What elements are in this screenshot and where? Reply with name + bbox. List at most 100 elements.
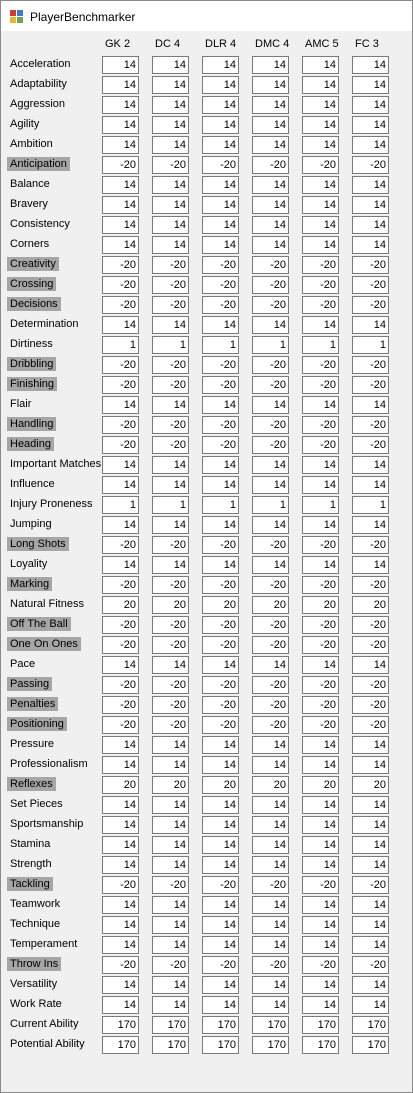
value-field-dc-4[interactable] <box>152 876 189 894</box>
value-field-dlr-4[interactable] <box>202 676 239 694</box>
value-field-dlr-4[interactable] <box>202 756 239 774</box>
value-field-fc-3[interactable] <box>352 156 389 174</box>
value-field-gk-2[interactable] <box>102 496 139 514</box>
value-field-dlr-4[interactable] <box>202 416 239 434</box>
value-field-fc-3[interactable] <box>352 136 389 154</box>
value-field-fc-3[interactable] <box>352 896 389 914</box>
value-field-dc-4[interactable] <box>152 456 189 474</box>
value-field-amc-5[interactable] <box>302 616 339 634</box>
value-field-amc-5[interactable] <box>302 736 339 754</box>
title-bar[interactable]: PlayerBenchmarker <box>1 1 412 31</box>
value-field-dmc-4[interactable] <box>252 136 289 154</box>
value-field-dlr-4[interactable] <box>202 876 239 894</box>
value-field-dlr-4[interactable] <box>202 136 239 154</box>
value-field-gk-2[interactable] <box>102 116 139 134</box>
value-field-amc-5[interactable] <box>302 436 339 454</box>
value-field-dc-4[interactable] <box>152 596 189 614</box>
value-field-gk-2[interactable] <box>102 956 139 974</box>
value-field-fc-3[interactable] <box>352 696 389 714</box>
value-field-dc-4[interactable] <box>152 896 189 914</box>
value-field-dmc-4[interactable] <box>252 916 289 934</box>
value-field-dc-4[interactable] <box>152 196 189 214</box>
value-field-gk-2[interactable] <box>102 856 139 874</box>
value-field-amc-5[interactable] <box>302 696 339 714</box>
value-field-dlr-4[interactable] <box>202 996 239 1014</box>
value-field-dmc-4[interactable] <box>252 1016 289 1034</box>
value-field-gk-2[interactable] <box>102 836 139 854</box>
value-field-gk-2[interactable] <box>102 236 139 254</box>
value-field-dmc-4[interactable] <box>252 996 289 1014</box>
value-field-gk-2[interactable] <box>102 736 139 754</box>
value-field-amc-5[interactable] <box>302 716 339 734</box>
value-field-amc-5[interactable] <box>302 776 339 794</box>
value-field-fc-3[interactable] <box>352 436 389 454</box>
value-field-gk-2[interactable] <box>102 76 139 94</box>
value-field-gk-2[interactable] <box>102 476 139 494</box>
value-field-amc-5[interactable] <box>302 756 339 774</box>
value-field-amc-5[interactable] <box>302 836 339 854</box>
value-field-fc-3[interactable] <box>352 936 389 954</box>
value-field-fc-3[interactable] <box>352 116 389 134</box>
value-field-dc-4[interactable] <box>152 76 189 94</box>
value-field-gk-2[interactable] <box>102 676 139 694</box>
value-field-fc-3[interactable] <box>352 476 389 494</box>
value-field-dc-4[interactable] <box>152 236 189 254</box>
value-field-fc-3[interactable] <box>352 316 389 334</box>
value-field-dmc-4[interactable] <box>252 436 289 454</box>
value-field-dc-4[interactable] <box>152 836 189 854</box>
value-field-gk-2[interactable] <box>102 656 139 674</box>
value-field-fc-3[interactable] <box>352 356 389 374</box>
value-field-amc-5[interactable] <box>302 996 339 1014</box>
value-field-dlr-4[interactable] <box>202 696 239 714</box>
value-field-amc-5[interactable] <box>302 896 339 914</box>
value-field-dc-4[interactable] <box>152 956 189 974</box>
value-field-fc-3[interactable] <box>352 216 389 234</box>
value-field-dlr-4[interactable] <box>202 576 239 594</box>
value-field-gk-2[interactable] <box>102 716 139 734</box>
value-field-dlr-4[interactable] <box>202 316 239 334</box>
value-field-dlr-4[interactable] <box>202 1016 239 1034</box>
value-field-amc-5[interactable] <box>302 676 339 694</box>
value-field-fc-3[interactable] <box>352 1036 389 1054</box>
value-field-amc-5[interactable] <box>302 256 339 274</box>
value-field-dlr-4[interactable] <box>202 976 239 994</box>
value-field-fc-3[interactable] <box>352 576 389 594</box>
value-field-dlr-4[interactable] <box>202 516 239 534</box>
value-field-fc-3[interactable] <box>352 276 389 294</box>
value-field-amc-5[interactable] <box>302 236 339 254</box>
value-field-fc-3[interactable] <box>352 496 389 514</box>
value-field-dlr-4[interactable] <box>202 556 239 574</box>
value-field-dlr-4[interactable] <box>202 856 239 874</box>
value-field-amc-5[interactable] <box>302 376 339 394</box>
value-field-gk-2[interactable] <box>102 416 139 434</box>
value-field-amc-5[interactable] <box>302 156 339 174</box>
value-field-amc-5[interactable] <box>302 336 339 354</box>
value-field-dc-4[interactable] <box>152 376 189 394</box>
value-field-dc-4[interactable] <box>152 436 189 454</box>
value-field-gk-2[interactable] <box>102 196 139 214</box>
value-field-dmc-4[interactable] <box>252 96 289 114</box>
value-field-gk-2[interactable] <box>102 436 139 454</box>
value-field-dlr-4[interactable] <box>202 356 239 374</box>
value-field-amc-5[interactable] <box>302 296 339 314</box>
value-field-dlr-4[interactable] <box>202 496 239 514</box>
value-field-dlr-4[interactable] <box>202 896 239 914</box>
value-field-dmc-4[interactable] <box>252 596 289 614</box>
value-field-dlr-4[interactable] <box>202 476 239 494</box>
value-field-dmc-4[interactable] <box>252 56 289 74</box>
value-field-fc-3[interactable] <box>352 236 389 254</box>
value-field-dlr-4[interactable] <box>202 376 239 394</box>
value-field-dmc-4[interactable] <box>252 216 289 234</box>
value-field-dc-4[interactable] <box>152 556 189 574</box>
value-field-amc-5[interactable] <box>302 396 339 414</box>
value-field-dc-4[interactable] <box>152 496 189 514</box>
value-field-dc-4[interactable] <box>152 856 189 874</box>
value-field-gk-2[interactable] <box>102 156 139 174</box>
value-field-amc-5[interactable] <box>302 636 339 654</box>
value-field-dlr-4[interactable] <box>202 536 239 554</box>
value-field-dlr-4[interactable] <box>202 916 239 934</box>
value-field-dlr-4[interactable] <box>202 436 239 454</box>
value-field-gk-2[interactable] <box>102 596 139 614</box>
value-field-dmc-4[interactable] <box>252 896 289 914</box>
value-field-amc-5[interactable] <box>302 856 339 874</box>
